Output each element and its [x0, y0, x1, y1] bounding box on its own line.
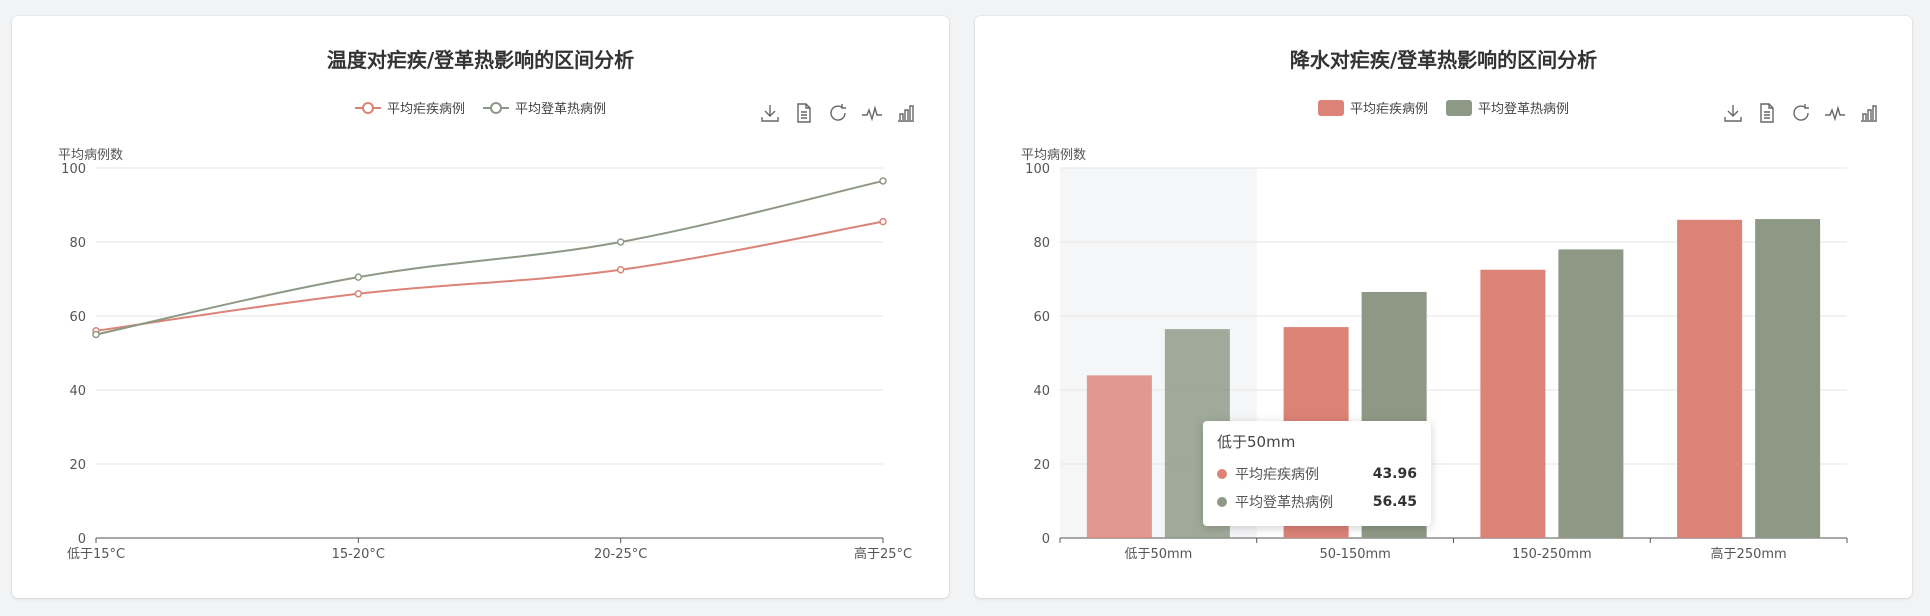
x-tick-label: 50-150mm [1319, 547, 1390, 562]
y-tick-label: 40 [69, 384, 86, 399]
legend-label: 平均登革热病例 [515, 102, 607, 117]
y-axis-name: 平均病例数 [58, 148, 124, 163]
y-tick-label: 0 [78, 532, 86, 547]
legend-label: 平均疟疾病例 [386, 102, 465, 117]
x-tick-label: 高于25°C [854, 546, 912, 562]
bar-chart-plot: 0 20 40 60 80 100 低于50mm 50-150mm 150-250mm 高于250… [1025, 162, 1848, 562]
data-point [354, 290, 363, 298]
data-point [616, 238, 625, 246]
y-tick-label: 100 [61, 162, 86, 177]
tooltip-row: 平均疟疾病例 43.96 [1217, 460, 1417, 488]
restore-icon[interactable] [827, 102, 849, 124]
bar [1480, 269, 1546, 538]
data-view-icon[interactable] [1756, 102, 1778, 124]
tooltip-row: 平均登革热病例 56.45 [1217, 488, 1417, 516]
chart-legend: 平均疟疾病例 平均登革热病例 [12, 98, 949, 117]
data-point [879, 217, 887, 226]
y-tick-label: 20 [1033, 458, 1050, 473]
download-icon[interactable] [1722, 102, 1744, 124]
chart-tooltip: 低于50mm 平均疟疾病例 43.96 平均登革热病例 56.45 [1203, 421, 1431, 526]
series-line [95, 220, 884, 332]
precipitation-chart-card: 降水对疟疾/登革热影响的区间分析 平均疟疾病例 平均登革热病例 平均病例数 0 2… [975, 16, 1912, 598]
data-point [354, 273, 363, 281]
y-tick-label: 60 [69, 310, 86, 325]
restore-icon[interactable] [1790, 102, 1812, 124]
tooltip-title: 低于50mm [1217, 433, 1296, 451]
legend-item-malaria[interactable]: 平均疟疾病例 [354, 98, 465, 117]
data-point [879, 177, 887, 185]
legend-item-malaria[interactable]: 平均疟疾病例 [1317, 98, 1428, 117]
chart-toolbox [1722, 102, 1880, 124]
x-tick-label: 低于15°C [67, 547, 125, 562]
bar-chart-icon[interactable] [1858, 102, 1880, 124]
x-tick-label: 20-25°C [594, 547, 647, 562]
temperature-chart-card: 温度对疟疾/登革热影响的区间分析 平均疟疾病例 平均登革热病例 平均病例数 0 2… [12, 16, 949, 598]
tooltip-value: 56.45 [1372, 494, 1417, 510]
y-tick-label: 80 [1033, 236, 1050, 251]
x-tick-label: 150-250mm [1512, 547, 1592, 562]
y-axis-name: 平均病例数 [1021, 148, 1087, 163]
y-tick-label: 60 [1033, 310, 1050, 325]
legend-item-dengue[interactable]: 平均登革热病例 [1446, 98, 1569, 117]
data-point [616, 266, 625, 274]
tooltip-series-name: 平均登革热病例 [1235, 495, 1333, 511]
y-tick-label: 20 [69, 458, 86, 473]
tooltip-value: 43.96 [1372, 466, 1417, 482]
tooltip-dot-icon [1217, 497, 1227, 507]
legend-item-dengue[interactable]: 平均登革热病例 [483, 98, 606, 117]
legend-line-marker-icon [483, 101, 509, 114]
x-tick-label: 高于250mm [1711, 546, 1787, 562]
legend-bar-marker-icon [1317, 99, 1344, 116]
legend-bar-marker-icon [1446, 99, 1472, 116]
legend-label: 平均疟疾病例 [1349, 102, 1428, 117]
y-tick-label: 80 [69, 236, 86, 251]
y-tick-label: 0 [1042, 532, 1050, 547]
tooltip-series-name: 平均疟疾病例 [1235, 467, 1319, 483]
chart-title: 温度对疟疾/登革热影响的区间分析 [326, 48, 635, 72]
bar [1558, 249, 1624, 538]
chart-title: 降水对疟疾/登革热影响的区间分析 [1289, 48, 1598, 72]
legend-line-marker-icon [354, 101, 381, 114]
bar [1755, 219, 1821, 538]
y-tick-label: 100 [1025, 162, 1050, 177]
data-view-icon[interactable] [793, 102, 815, 124]
data-point [92, 330, 100, 339]
tooltip-dot-icon [1217, 469, 1227, 479]
line-chart-icon[interactable] [861, 102, 883, 124]
x-tick-label: 低于50mm [1124, 547, 1192, 562]
series-line [95, 179, 884, 336]
download-icon[interactable] [759, 102, 781, 124]
x-tick-label: 15-20°C [332, 547, 385, 562]
chart-legend: 平均疟疾病例 平均登革热病例 [975, 98, 1912, 117]
bar [1086, 375, 1152, 538]
legend-label: 平均登革热病例 [1478, 102, 1570, 117]
bar-chart-icon[interactable] [895, 102, 917, 124]
y-tick-label: 40 [1033, 384, 1050, 399]
line-chart-plot: 0 20 40 60 80 100 低于15°C 15-20°C 20-25°C 高于25°C [61, 162, 912, 562]
chart-toolbox [759, 102, 917, 124]
bar [1677, 219, 1743, 539]
line-chart-icon[interactable] [1824, 102, 1846, 124]
